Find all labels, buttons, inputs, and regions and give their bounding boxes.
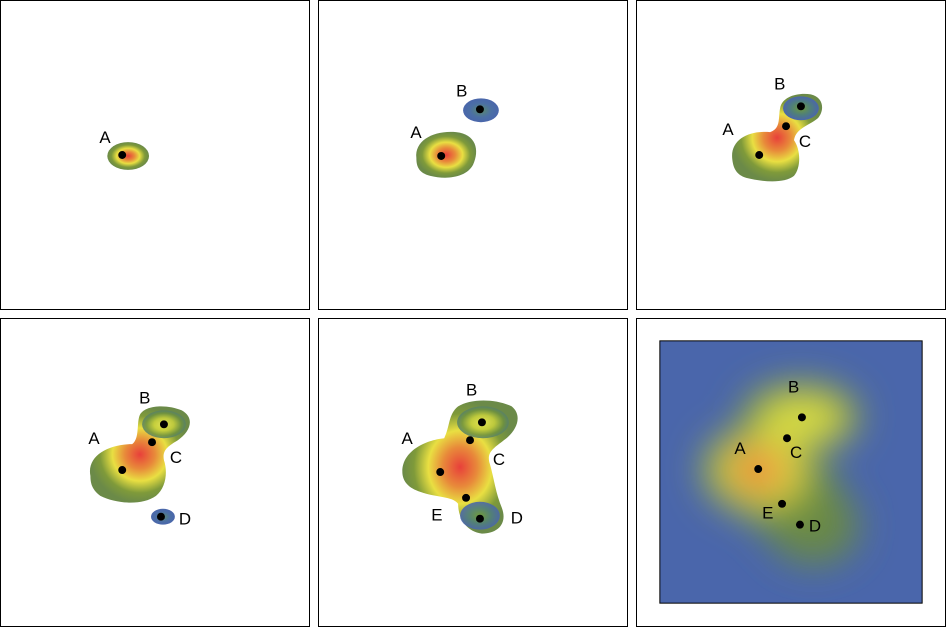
- point-b-label: B: [774, 74, 785, 93]
- point-c-marker: [148, 438, 156, 447]
- panel-5: A B C D E: [318, 318, 628, 627]
- point-b-marker: [477, 418, 486, 427]
- point-a-label: A: [88, 429, 100, 448]
- panel-5-svg: A B C D E: [401, 381, 523, 534]
- point-e-label: E: [762, 504, 773, 523]
- point-b-label: B: [456, 81, 467, 100]
- point-d-marker: [156, 512, 165, 521]
- point-b-marker: [475, 105, 484, 114]
- point-d-marker: [795, 520, 804, 529]
- point-e-marker: [778, 499, 787, 508]
- point-a-label: A: [410, 123, 422, 142]
- panel-3: A B C: [636, 0, 946, 310]
- panel-2-svg: A B: [410, 81, 499, 178]
- point-c-label: C: [799, 132, 811, 151]
- panel-4: A B C D: [0, 318, 310, 627]
- point-d-label: D: [179, 510, 191, 529]
- point-c-label: C: [170, 448, 182, 467]
- point-b-marker: [159, 420, 168, 429]
- peak-a-blob: [107, 142, 150, 170]
- point-b-label: B: [139, 388, 150, 407]
- point-a-label: A: [99, 128, 111, 147]
- point-e-marker: [462, 493, 471, 502]
- point-c-marker: [782, 122, 791, 131]
- point-c-marker: [783, 434, 791, 443]
- point-c-label: C: [790, 443, 802, 462]
- point-d-marker: [475, 514, 484, 523]
- panel-1: A: [0, 0, 310, 310]
- point-b-marker: [796, 102, 805, 111]
- point-c-marker: [466, 436, 474, 445]
- point-a-label: A: [722, 120, 734, 139]
- point-b-label: B: [466, 381, 477, 400]
- panel-2: A B: [318, 0, 628, 310]
- point-b-label: B: [788, 378, 799, 397]
- point-e-label: E: [431, 506, 442, 525]
- peak-a-blob: [416, 131, 477, 178]
- panel-3-svg: A B C: [722, 74, 823, 182]
- point-a-marker: [437, 152, 446, 160]
- point-d-label: D: [809, 517, 821, 536]
- point-a-label: A: [734, 439, 746, 458]
- panel-1-svg: A: [99, 128, 150, 170]
- point-a-marker: [436, 468, 445, 476]
- panel-6-svg: A B C D E: [659, 340, 923, 604]
- point-d-label: D: [511, 509, 523, 528]
- point-a-marker: [755, 151, 764, 159]
- point-a-marker: [754, 465, 763, 473]
- point-c-label: C: [493, 450, 505, 469]
- panel-6: A B C D E: [636, 318, 946, 627]
- point-a-marker: [118, 151, 127, 159]
- point-b-marker: [797, 413, 806, 422]
- point-a-marker: [118, 466, 127, 474]
- point-a-label: A: [401, 429, 413, 448]
- panel-4-svg: A B C D: [88, 388, 191, 529]
